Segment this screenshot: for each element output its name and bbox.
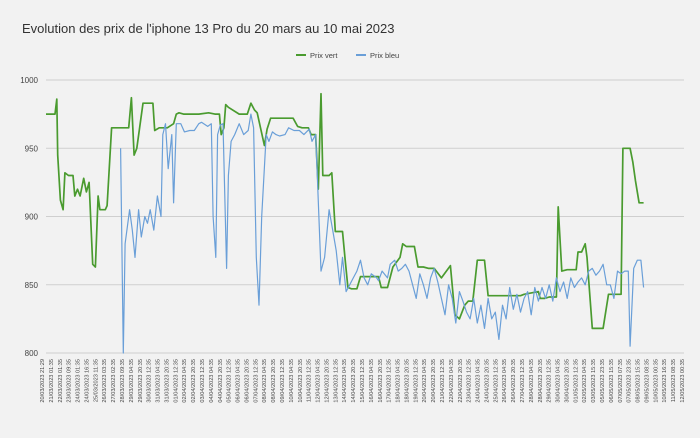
x-tick-label: 13/04/2023 12:35 [333, 359, 339, 403]
x-tick-label: 02/05/2023 04:35 [582, 359, 588, 403]
x-tick-label: 15/04/2023 12:35 [360, 359, 366, 403]
x-tick-label: 08/04/2023 20:35 [271, 359, 277, 403]
x-tick-label: 06/05/2023 15:35 [609, 359, 615, 403]
x-axis-ticks: 20/03/2023 21:29 21/03/2023 01:35 22/03/20… [40, 359, 686, 403]
x-tick-label: 05/05/2023 23:35 [600, 359, 606, 403]
x-tick-label: 10/04/2023 20:35 [298, 359, 304, 403]
x-tick-label: 22/04/2023 20:35 [458, 359, 464, 403]
x-tick-label: 07/04/2023 12:35 [253, 359, 259, 403]
x-tick-label: 20/03/2023 21:29 [40, 359, 46, 403]
x-tick-label: 28/03/2023 09:35 [120, 359, 126, 403]
x-tick-label: 27/04/2023 12:35 [520, 359, 526, 403]
x-tick-label: 05/04/2023 12:35 [227, 359, 233, 403]
chart-title: Evolution des prix de l'iphone 13 Pro du… [22, 21, 395, 36]
x-tick-label: 04/04/2023 20:35 [218, 359, 224, 403]
x-tick-label: 03/04/2023 12:35 [200, 359, 206, 403]
x-tick-label: 18/04/2023 04:35 [396, 359, 402, 403]
x-tick-label: 06/04/2023 04:35 [236, 359, 242, 403]
x-tick-label: 16/04/2023 20:35 [378, 359, 384, 403]
x-tick-label: 11/05/2023 08:35 [671, 359, 677, 402]
x-tick-label: 28/04/2023 20:35 [538, 359, 544, 403]
x-tick-label: 27/03/2023 02:35 [111, 359, 117, 403]
x-tick-label: 31/03/2023 04:35 [156, 359, 162, 403]
x-tick-label: 18/04/2023 20:35 [404, 359, 410, 403]
x-tick-label: 12/04/2023 04:35 [316, 359, 322, 403]
x-tick-label: 08/05/2023 15:35 [636, 359, 642, 403]
x-tick-label: 07/05/2023 07:35 [618, 359, 624, 403]
y-tick-label: 1000 [20, 76, 38, 85]
y-tick-label: 800 [25, 349, 39, 358]
x-tick-label: 24/03/2023 01:35 [76, 359, 82, 403]
legend-label: Prix vert [310, 51, 338, 60]
x-tick-label: 24/04/2023 04:35 [476, 359, 482, 403]
x-tick-label: 17/04/2023 12:35 [387, 359, 393, 403]
x-tick-label: 10/05/2023 00:35 [653, 359, 659, 403]
x-tick-label: 16/04/2023 04:35 [369, 359, 375, 403]
x-tick-label: 22/03/2023 01:35 [58, 359, 64, 403]
x-tick-label: 22/04/2023 04:35 [449, 359, 455, 403]
x-tick-label: 14/04/2023 20:35 [351, 359, 357, 403]
y-tick-label: 850 [25, 281, 39, 290]
x-tick-label: 25/03/2023 11:35 [93, 359, 99, 402]
x-tick-label: 20/04/2023 20:35 [431, 359, 437, 403]
x-tick-label: 02/04/2023 04:35 [182, 359, 188, 403]
x-tick-label: 25/04/2023 12:35 [493, 359, 499, 403]
x-tick-label: 26/04/2023 04:35 [502, 359, 508, 403]
x-tick-label: 01/04/2023 12:35 [173, 359, 179, 403]
x-tick-label: 24/04/2023 20:35 [484, 359, 490, 403]
x-tick-label: 26/04/2023 20:35 [511, 359, 517, 403]
x-tick-label: 07/05/2023 23:35 [627, 359, 633, 403]
x-tick-label: 03/05/2023 15:35 [591, 359, 597, 403]
x-tick-label: 14/04/2023 04:35 [342, 359, 348, 403]
x-tick-label: 09/04/2023 12:35 [280, 359, 286, 403]
x-tick-label: 09/05/2023 08:35 [644, 359, 650, 403]
x-tick-label: 06/04/2023 20:35 [244, 359, 250, 403]
legend: Prix vert Prix bleu [296, 51, 399, 60]
x-tick-label: 10/04/2023 04:35 [289, 359, 295, 403]
x-tick-label: 01/05/2023 12:35 [573, 359, 579, 403]
x-tick-label: 30/03/2023 12:35 [147, 359, 153, 403]
y-tick-label: 900 [25, 213, 39, 222]
x-tick-label: 31/03/2023 20:35 [164, 359, 170, 403]
x-tick-label: 02/04/2023 20:35 [191, 359, 197, 403]
series-layer [46, 92, 645, 354]
x-tick-label: 29/03/2023 20:35 [138, 359, 144, 403]
x-tick-label: 23/03/2023 09:35 [67, 359, 73, 403]
x-tick-label: 29/03/2023 04:35 [129, 359, 135, 403]
x-tick-label: 11/04/2023 12:35 [307, 359, 313, 402]
x-tick-label: 24/03/2023 16:35 [84, 359, 90, 403]
x-tick-label: 30/04/2023 04:35 [556, 359, 562, 403]
x-tick-label: 29/04/2023 12:35 [547, 359, 553, 403]
x-tick-label: 08/04/2023 04:35 [262, 359, 268, 403]
y-axis-ticks: 800 850 900 950 1000 [20, 76, 38, 358]
x-tick-label: 21/03/2023 01:35 [49, 359, 55, 403]
x-tick-label: 04/04/2023 04:35 [209, 359, 215, 403]
x-tick-label: 10/05/2023 16:35 [662, 359, 668, 403]
x-tick-label: 19/04/2023 12:35 [413, 359, 419, 403]
x-tick-label: 30/04/2023 20:35 [564, 359, 570, 403]
series-line-prix-bleu [120, 113, 645, 354]
legend-label: Prix bleu [370, 51, 399, 60]
x-tick-label: 12/04/2023 20:35 [324, 359, 330, 403]
x-tick-label: 23/04/2023 12:35 [467, 359, 473, 403]
gridlines [46, 79, 684, 354]
y-tick-label: 950 [25, 144, 39, 153]
x-tick-label: 21/04/2023 12:35 [440, 359, 446, 403]
x-tick-label: 20/04/2023 04:35 [422, 359, 428, 403]
series-line-prix-vert [46, 92, 644, 330]
x-tick-label: 28/04/2023 04:35 [529, 359, 535, 403]
x-tick-label: 26/03/2023 03:35 [102, 359, 108, 403]
x-tick-label: 12/05/2023 00:35 [680, 359, 686, 403]
